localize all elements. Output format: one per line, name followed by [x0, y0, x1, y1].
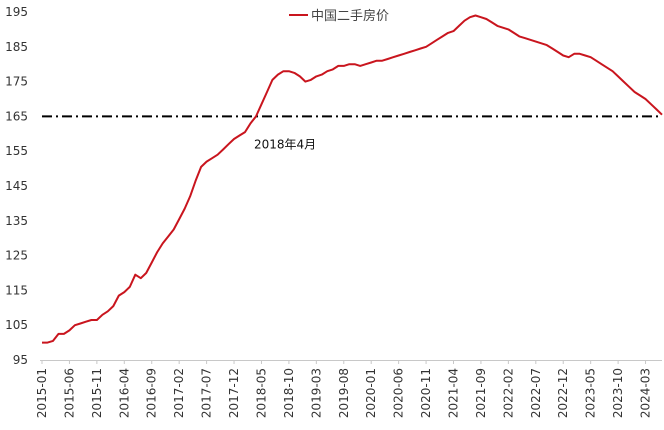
x-tick-label: 2020-06: [392, 368, 406, 418]
y-tick-label: 145: [5, 179, 28, 193]
x-tick-label: 2023-05: [584, 368, 598, 418]
x-axis: 2015-01 2015-06 2015-11 2016-04 2016-09 2017-…: [35, 360, 662, 418]
x-tick-label: 2019-03: [309, 368, 323, 418]
y-tick-label: 125: [5, 249, 28, 263]
x-tick-label: 2018-05: [254, 368, 268, 418]
y-tick-label: 95: [13, 353, 28, 367]
y-tick-label: 185: [5, 40, 28, 54]
y-tick-label: 175: [5, 75, 28, 89]
x-tick-label: 2023-10: [611, 368, 625, 418]
x-tick-label: 2016-09: [145, 368, 159, 418]
x-tick-label: 2015-01: [35, 368, 49, 418]
x-tick-label: 2019-08: [337, 368, 351, 418]
legend: 中国二手房价: [289, 8, 389, 24]
y-axis: 95 105 115 125 135 145 155 165 175 185 195: [5, 5, 28, 367]
x-tick-label: 2021-09: [474, 368, 488, 418]
y-tick-label: 135: [5, 214, 28, 228]
series-line: [42, 14, 663, 344]
annotation-2018-04: 2018年4月: [254, 137, 316, 151]
x-tick-label: 2015-11: [90, 368, 104, 418]
y-tick-label: 115: [5, 283, 28, 297]
y-tick-label: 105: [5, 318, 28, 332]
y-tick-label: 155: [5, 144, 28, 158]
y-tick-label: 195: [5, 5, 28, 19]
x-tick-label: 2016-04: [117, 368, 131, 418]
x-tick-label: 2022-02: [501, 368, 515, 418]
legend-label: 中国二手房价: [311, 8, 389, 24]
x-tick-label: 2015-06: [62, 368, 76, 418]
x-tick-label: 2020-01: [364, 368, 378, 418]
x-tick-label: 2017-02: [172, 368, 186, 418]
x-tick-label: 2022-12: [556, 368, 570, 418]
x-tick-label: 2024-03: [639, 368, 653, 418]
x-tick-label: 2017-07: [200, 368, 214, 418]
y-tick-label: 165: [5, 109, 28, 123]
x-tick-label: 2021-04: [447, 368, 461, 418]
x-tick-label: 2018-10: [282, 368, 296, 418]
x-tick-label: 2022-07: [529, 368, 543, 418]
x-tick-label: 2017-12: [227, 368, 241, 418]
x-tick-label: 2020-11: [419, 368, 433, 418]
